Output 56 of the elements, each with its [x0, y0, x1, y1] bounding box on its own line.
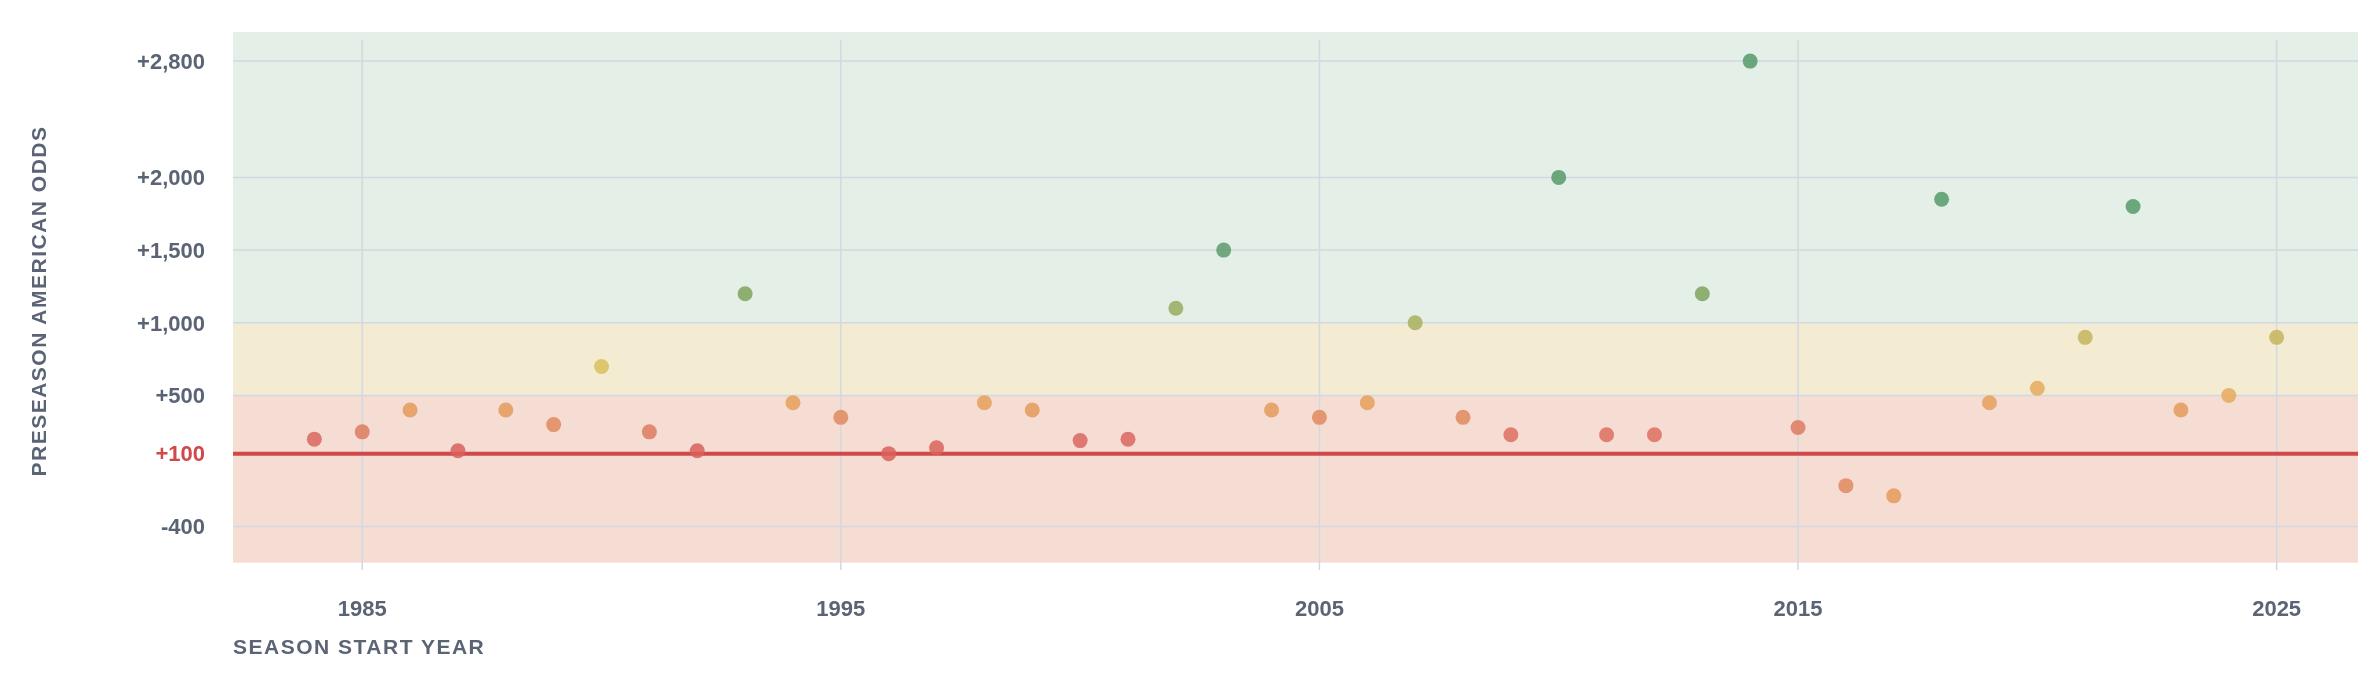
point [402, 402, 418, 418]
point [594, 358, 610, 374]
point [881, 446, 897, 462]
point [498, 402, 514, 418]
x-tick-label: 1985 [337, 596, 387, 621]
point [1072, 433, 1088, 449]
point [785, 395, 801, 411]
x-axis-title: SEASON START YEAR [233, 635, 486, 658]
x-tick-label: 2015 [1773, 596, 1823, 621]
point [306, 431, 322, 447]
point [1168, 300, 1184, 316]
point [1216, 242, 1232, 258]
point [1264, 402, 1280, 418]
point [1024, 402, 1040, 418]
point [1790, 420, 1806, 435]
point [1934, 191, 1950, 207]
y-tick-label: +2,800 [137, 48, 205, 74]
y-tick-label: +500 [155, 383, 205, 409]
point [1407, 315, 1423, 331]
point [1742, 53, 1758, 69]
point [450, 443, 466, 459]
point [1359, 395, 1375, 411]
y-tick-label: +2,000 [137, 165, 205, 191]
x-tick-label: 2025 [2252, 596, 2302, 621]
point [2029, 380, 2045, 396]
point [1838, 478, 1854, 494]
point [1551, 169, 1567, 185]
point [737, 286, 753, 302]
point [1886, 488, 1902, 504]
point [1646, 427, 1662, 443]
y-tick-label: +1,000 [137, 310, 205, 336]
x-tick-label: 1995 [816, 596, 866, 621]
x-tick-label: 2005 [1294, 596, 1344, 621]
point [1981, 395, 1997, 411]
point [354, 424, 370, 440]
y-tick-label: +100 [155, 441, 205, 467]
point [641, 424, 657, 440]
point [546, 417, 562, 433]
point [689, 443, 705, 459]
point [1503, 427, 1519, 443]
y-axis-title: PRESEASON AMERICAN ODDS [27, 125, 50, 477]
point [2173, 402, 2189, 418]
y-tick-label: -400 [160, 514, 205, 540]
point [2077, 329, 2093, 345]
point [833, 409, 849, 425]
point [1311, 409, 1327, 425]
point [1694, 286, 1710, 302]
point [1599, 427, 1615, 443]
point [1120, 431, 1136, 447]
point [1455, 409, 1471, 425]
point [2125, 198, 2141, 214]
point [2269, 329, 2285, 345]
point [929, 440, 945, 456]
point [976, 395, 992, 411]
point [2221, 388, 2237, 404]
y-tick-label: +1,500 [137, 237, 205, 263]
